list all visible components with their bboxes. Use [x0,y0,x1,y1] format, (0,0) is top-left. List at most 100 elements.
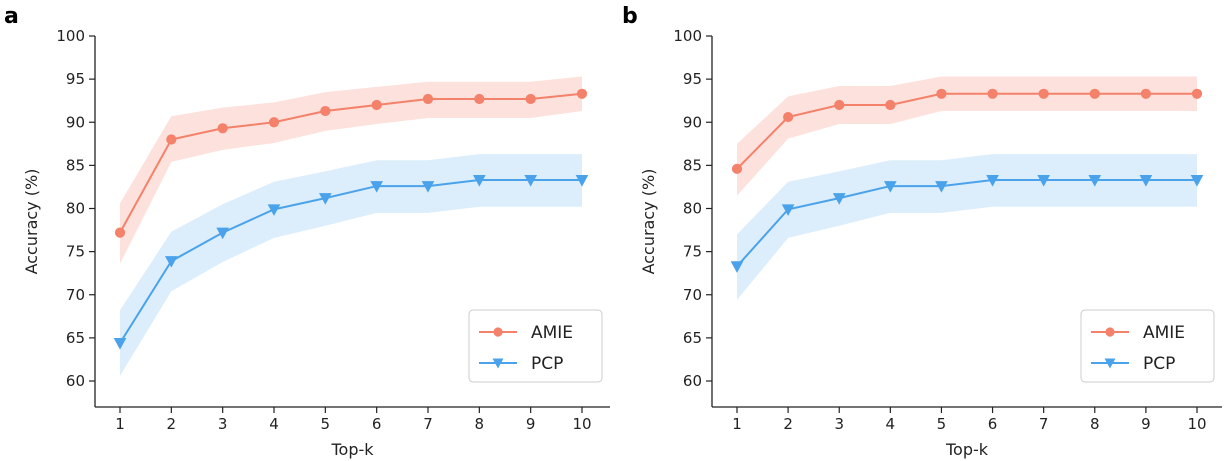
x-tick-label: 8 [1090,415,1100,433]
y-tick-label: 90 [66,113,85,131]
x-tick-label: 9 [1141,415,1151,433]
data-point-amie [422,93,434,105]
x-tick-label: 2 [167,415,177,433]
x-axis-title: Top-k [330,440,374,459]
chart-panel-a: 60 65 70 75 80 85 90 95 100 1 2 3 4 5 6 7 8 9 10 Top-k Accur… [22,27,610,459]
data-point-pcp [164,256,178,268]
data-point-pcp [524,175,538,187]
x-tick-label: 4 [269,415,279,433]
legend-marker-pcp [1104,358,1116,369]
data-point-amie [474,93,485,105]
data-point-amie [1140,88,1151,99]
data-point-pcp [267,204,281,216]
data-point-pcp [781,204,795,216]
y-tick-label: 80 [66,200,85,218]
data-point-pcp [730,261,744,273]
band-amie [737,76,1197,196]
y-tick-label: 65 [66,329,85,347]
data-point-amie [885,99,896,111]
x-tick-label: 5 [321,415,331,433]
data-point-pcp [370,181,384,193]
panel-letter-a: a [4,4,19,29]
x-tick-label: 5 [937,415,947,433]
data-point-pcp [472,175,486,187]
data-point-pcp [318,193,332,205]
y-tick-label: 100 [56,27,85,45]
data-point-amie [371,99,382,111]
x-axis-title: Top-k [945,440,989,459]
y-tick-label: 85 [66,156,85,174]
data-point-amie [217,123,228,134]
legend-marker-pcp [492,358,504,369]
y-tick-label: 100 [673,27,702,45]
data-point-amie [731,163,743,174]
y-tick-label: 70 [683,286,702,304]
y-tick-label: 65 [683,329,702,347]
data-point-pcp [1139,175,1153,187]
data-point-amie [576,88,588,99]
data-point-amie [268,117,280,128]
data-point-amie [783,111,794,123]
legend-label-amie: AMIE [531,323,573,343]
y-tick-label: 60 [683,372,702,390]
y-axis-title: Accuracy (%) [639,169,658,275]
y-axis-title: Accuracy (%) [22,169,41,275]
legend-label-amie: AMIE [1143,323,1185,343]
legend-marker-amie [1105,327,1115,337]
data-point-amie [936,88,947,99]
data-point-pcp [883,181,897,193]
x-tick-label: 3 [834,415,844,433]
data-point-amie [114,227,126,238]
series-line-pcp [736,179,1197,267]
data-point-pcp [575,175,589,187]
data-point-amie [834,99,845,111]
y-tick-label: 95 [66,70,85,88]
y-tick-label: 70 [66,286,85,304]
data-point-amie [987,88,998,99]
series-line-amie [736,92,1197,170]
data-point-amie [525,93,536,105]
data-point-pcp [216,227,230,240]
series-line-amie [119,92,583,234]
x-tick-label: 4 [886,415,896,433]
x-tick-label: 2 [783,415,793,433]
y-tick-label: 75 [66,243,85,261]
x-tick-label: 10 [572,415,591,433]
data-point-amie [320,105,331,117]
data-point-amie [166,134,177,145]
data-point-pcp [1088,175,1102,187]
legend: AMIE PCP [1080,309,1215,383]
y-tick-label: 95 [683,70,702,88]
y-tick-label: 75 [683,243,702,261]
x-tick-label: 8 [475,415,485,433]
y-tick-label: 90 [683,113,702,131]
x-tick-label: 1 [115,415,125,433]
series-line-pcp [119,179,582,344]
data-point-pcp [1037,175,1051,187]
x-tick-label: 7 [1039,415,1049,433]
data-point-pcp [935,181,948,193]
y-tick-label: 85 [683,156,702,174]
data-point-amie [1038,88,1049,99]
data-point-amie [1089,88,1100,99]
x-tick-label: 6 [372,415,382,433]
x-tick-label: 1 [732,415,742,433]
data-point-pcp [832,193,846,205]
x-tick-label: 6 [988,415,998,433]
band-amie [120,76,582,264]
legend-marker-amie [493,327,503,337]
data-point-amie [1191,88,1203,99]
band-pcp [120,154,582,376]
x-tick-label: 9 [526,415,536,433]
x-tick-label: 7 [423,415,433,433]
x-tick-label: 3 [218,415,228,433]
legend: AMIE PCP [468,309,603,383]
data-point-pcp [986,175,999,187]
legend-label-pcp: PCP [1143,354,1175,374]
chart-panel-b: 60 65 70 75 80 85 90 95 100 1 2 3 4 5 6 7 8 9 10 Top-k Accur… [639,27,1222,459]
data-point-pcp [421,181,435,193]
data-point-pcp [113,338,127,350]
y-tick-label: 60 [66,372,85,390]
y-tick-label: 80 [683,200,702,218]
